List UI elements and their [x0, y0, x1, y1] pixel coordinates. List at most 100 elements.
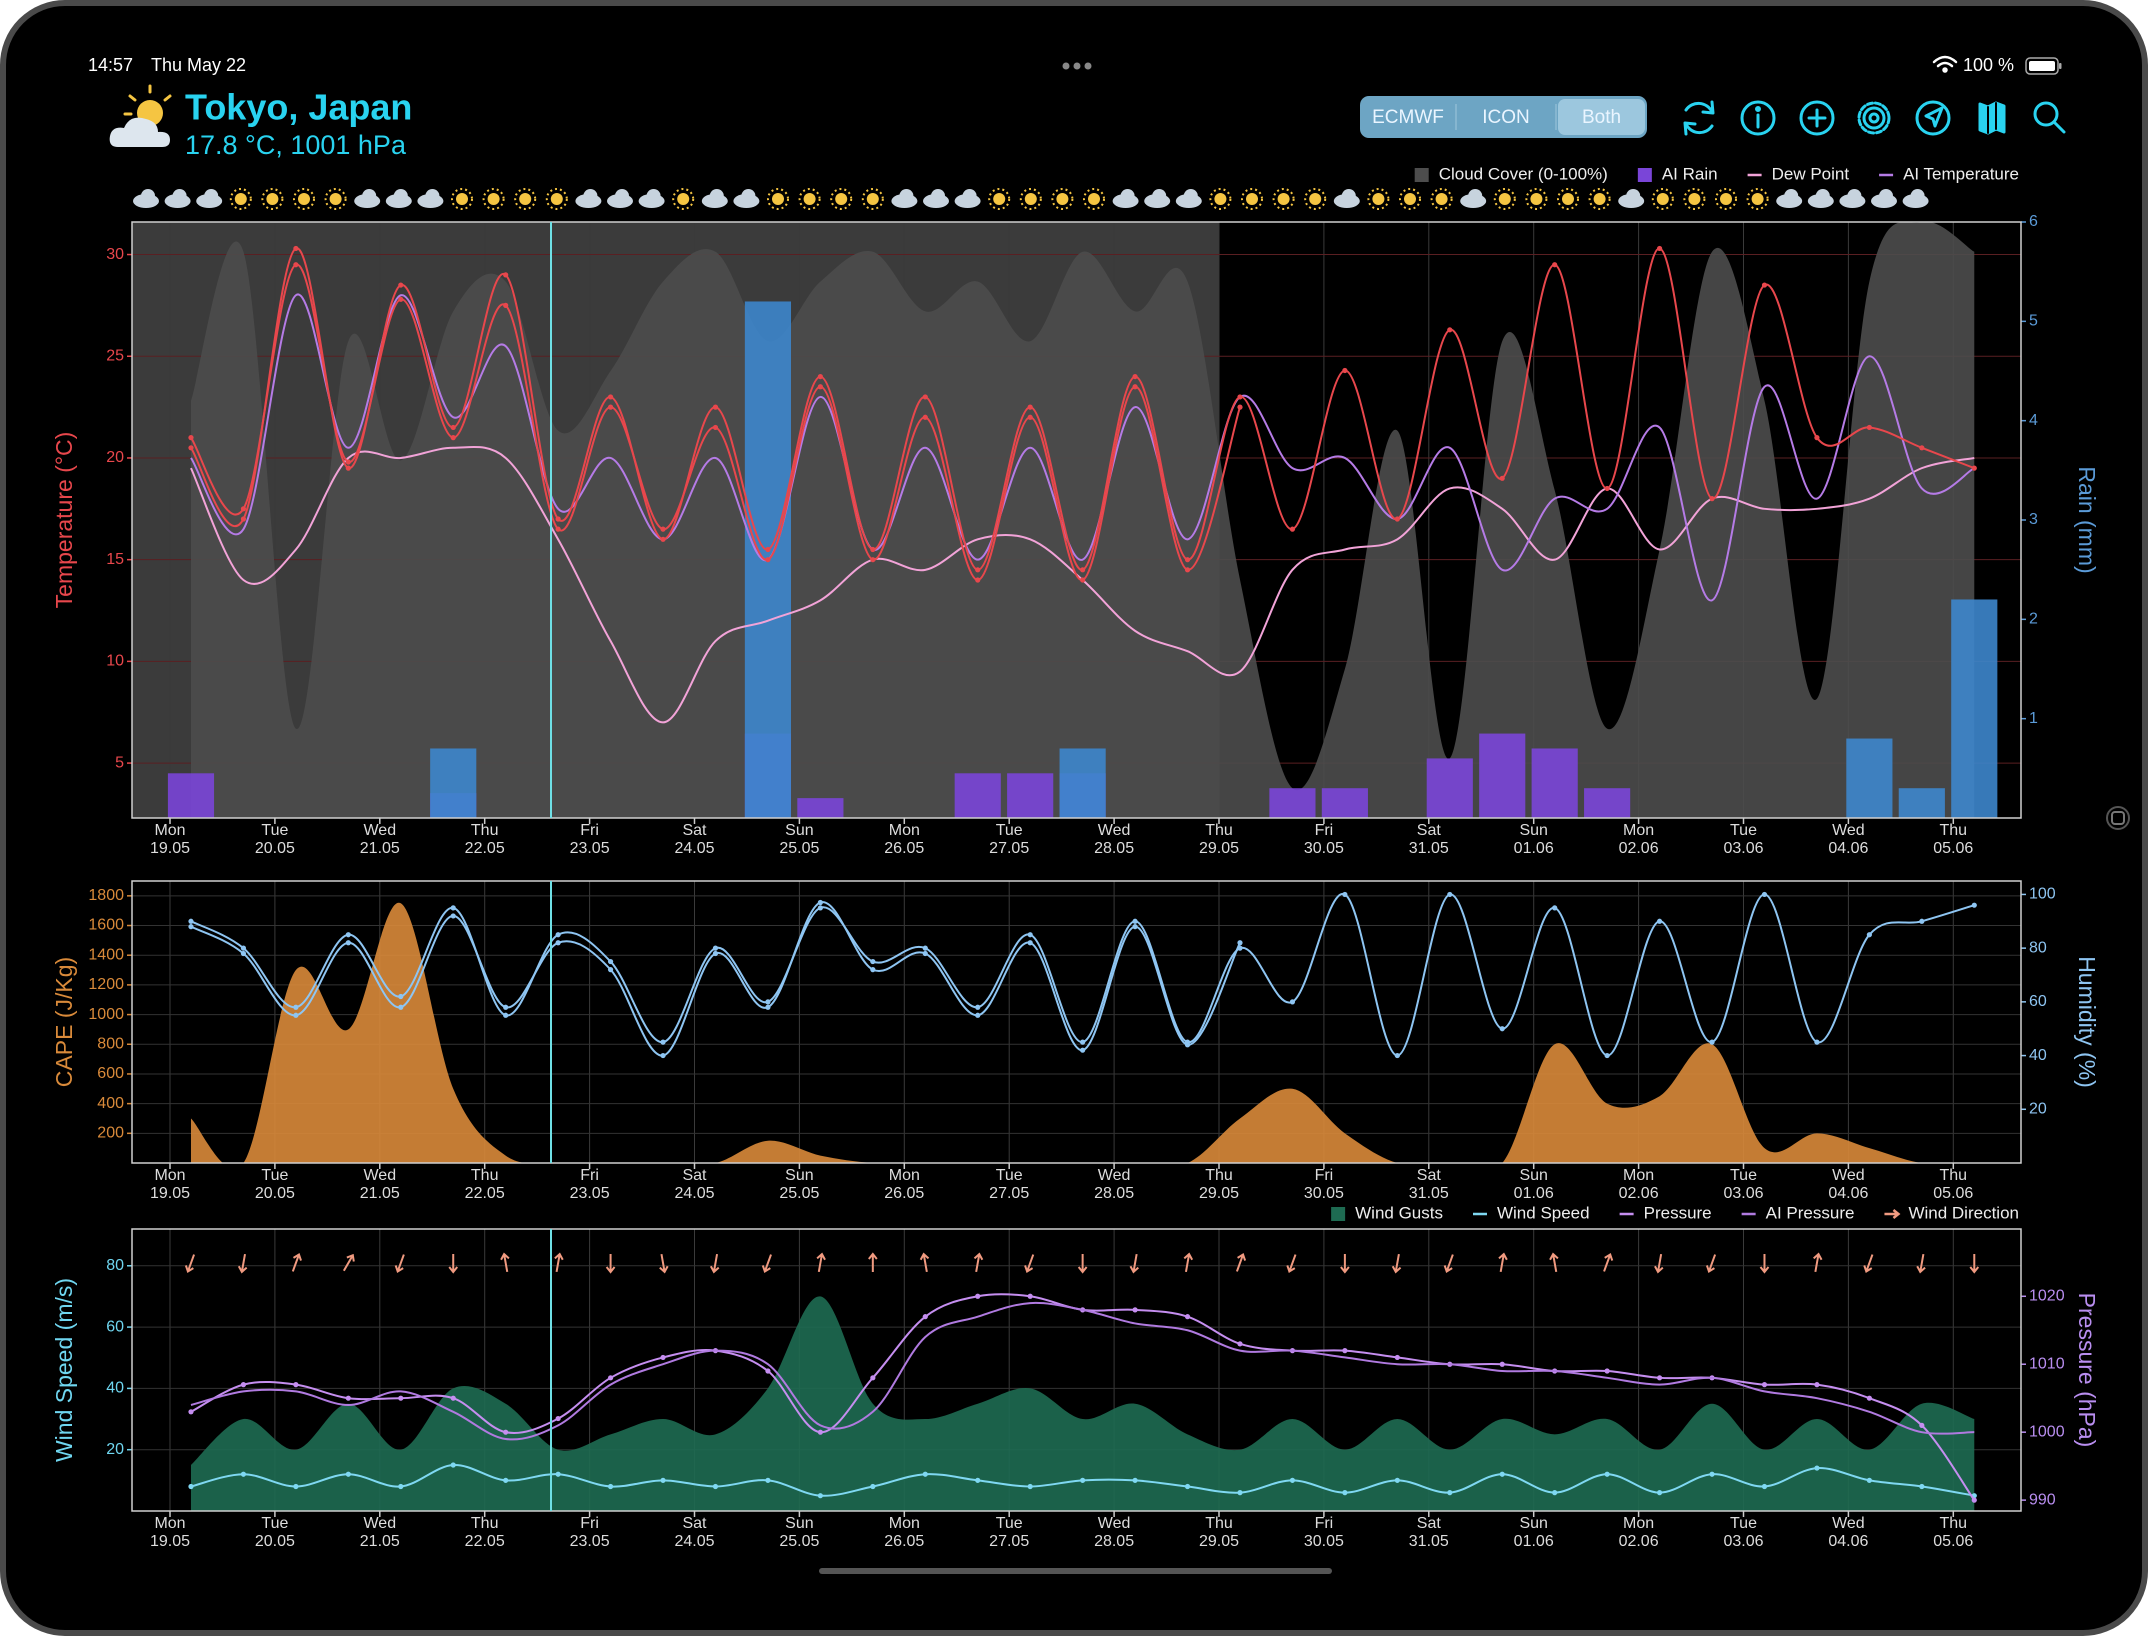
- sun-rays: [1430, 188, 1453, 210]
- segment-label[interactable]: ECMWF: [1372, 107, 1444, 128]
- line-marker: [293, 1483, 299, 1490]
- x-tick-date: 30.05: [1304, 1533, 1344, 1550]
- line-marker: [975, 1012, 981, 1018]
- line-marker: [188, 918, 194, 924]
- wind-arrow-shape: [1705, 1254, 1717, 1273]
- y-tick-label: 1000: [88, 1006, 124, 1023]
- x-tick-day: Thu: [1940, 822, 1968, 839]
- add-button[interactable]: [1799, 100, 1835, 136]
- x-tick-date: 04.06: [1828, 1533, 1868, 1550]
- line-marker: [1656, 1375, 1663, 1381]
- x-tick-date: 25.05: [779, 840, 819, 857]
- y2-tick-label: 60: [2029, 993, 2047, 1010]
- legend-label: Pressure: [1644, 1203, 1712, 1222]
- x-tick-date: 20.05: [255, 1533, 295, 1550]
- multitask-dots: [1062, 62, 1092, 70]
- search-button[interactable]: [2033, 101, 2066, 134]
- sun-icon: [677, 193, 690, 205]
- x-tick-date: 21.05: [360, 840, 400, 857]
- sun-rays: [861, 188, 884, 210]
- line-marker: [1814, 1465, 1820, 1471]
- info-button[interactable]: [1740, 100, 1776, 136]
- line-marker: [1604, 1052, 1610, 1059]
- line-marker: [1080, 1039, 1086, 1045]
- line-marker: [1342, 891, 1348, 898]
- line-marker: [345, 940, 351, 946]
- line-marker: [1132, 918, 1138, 924]
- wind-arrow: [1813, 1252, 1823, 1273]
- wind-arrow-shape: [1813, 1252, 1823, 1273]
- line-marker: [240, 945, 247, 951]
- wind-arrow-shape: [1024, 1254, 1035, 1273]
- y-tick-label: 20: [106, 1441, 124, 1458]
- x-tick-day: Tue: [261, 822, 288, 839]
- legend-label: Wind Direction: [1908, 1203, 2019, 1222]
- x-tick-date: 30.05: [1304, 840, 1344, 857]
- map-button[interactable]: [1978, 101, 2006, 135]
- line-marker: [1080, 1047, 1086, 1053]
- line-marker: [1289, 526, 1296, 532]
- wind-arrow-shape: [1129, 1253, 1139, 1274]
- wind-arrow: [1863, 1254, 1874, 1273]
- location-button[interactable]: [1915, 100, 1951, 136]
- line-marker: [398, 1483, 404, 1490]
- segment-label[interactable]: ICON: [1482, 107, 1530, 128]
- x-tick-date: 03.06: [1723, 840, 1763, 857]
- y-tick-label: 1200: [88, 976, 124, 993]
- series-layer: [167, 222, 1998, 818]
- y-tick-label: 20: [106, 449, 124, 466]
- x-tick-date: 01.06: [1514, 1533, 1554, 1550]
- line-marker: [1709, 1471, 1715, 1477]
- x-tick-day: Wed: [363, 822, 396, 839]
- wind-arrow-shape: [1498, 1252, 1508, 1273]
- x-tick-date: 21.05: [360, 1533, 400, 1550]
- line-marker: [503, 272, 509, 278]
- x-tick-day: Tue: [1730, 1167, 1757, 1184]
- line-marker: [240, 1471, 247, 1477]
- legend-label: AI Temperature: [1903, 164, 2019, 183]
- segment-label[interactable]: Both: [1582, 107, 1621, 128]
- y-tick-label: 1800: [88, 887, 124, 904]
- wind-arrow: [1916, 1253, 1926, 1274]
- sun-icon: [1720, 193, 1732, 205]
- cloud-icon-top: [931, 189, 945, 203]
- legend-label: Cloud Cover (0-100%): [1439, 164, 1608, 183]
- y-tick-label: 40: [106, 1380, 124, 1397]
- x-tick-date: 25.05: [779, 1533, 819, 1550]
- wind-arrow-shape: [291, 1253, 302, 1272]
- y2-axis-title: Humidity (%): [2074, 956, 2100, 1088]
- sun-rays: [1493, 188, 1516, 210]
- y2-tick-label: 5: [2029, 313, 2038, 330]
- bar: [1584, 788, 1631, 818]
- line-marker: [1656, 1490, 1663, 1496]
- x-tick-date: 22.05: [465, 1533, 505, 1550]
- line-marker: [450, 435, 456, 441]
- y2-tick-label: 3: [2029, 511, 2038, 528]
- x-tick-day: Mon: [154, 1167, 185, 1184]
- wind-arrow-shape: [394, 1254, 405, 1273]
- plot-border: [131, 1228, 2022, 1512]
- x-tick-day: Fri: [1315, 1515, 1334, 1532]
- line-marker: [345, 932, 351, 938]
- wind-arrow: [1443, 1254, 1454, 1273]
- settings-button[interactable]: [1857, 101, 1891, 135]
- line-marker: [1552, 262, 1558, 268]
- bar: [797, 798, 844, 818]
- cloud-icon-top: [393, 189, 408, 203]
- line-marker: [503, 1012, 509, 1018]
- x-tick-day: Mon: [1623, 1515, 1654, 1532]
- sun-icon: [1435, 193, 1448, 205]
- wind-arrow-shape: [1235, 1253, 1247, 1272]
- sun-rays: [1367, 188, 1390, 210]
- sun-rays: [293, 188, 315, 210]
- line-marker: [503, 1477, 509, 1483]
- wifi-icon: [1932, 55, 1958, 73]
- line-marker: [712, 404, 719, 410]
- line-marker: [1132, 1307, 1138, 1313]
- legend-swatch: [1414, 168, 1429, 182]
- refresh-button[interactable]: [1683, 100, 1715, 136]
- x-tick-date: 19.05: [150, 1533, 190, 1550]
- sun-icon: [772, 193, 784, 205]
- line-marker: [922, 414, 928, 420]
- line-marker: [1919, 445, 1925, 451]
